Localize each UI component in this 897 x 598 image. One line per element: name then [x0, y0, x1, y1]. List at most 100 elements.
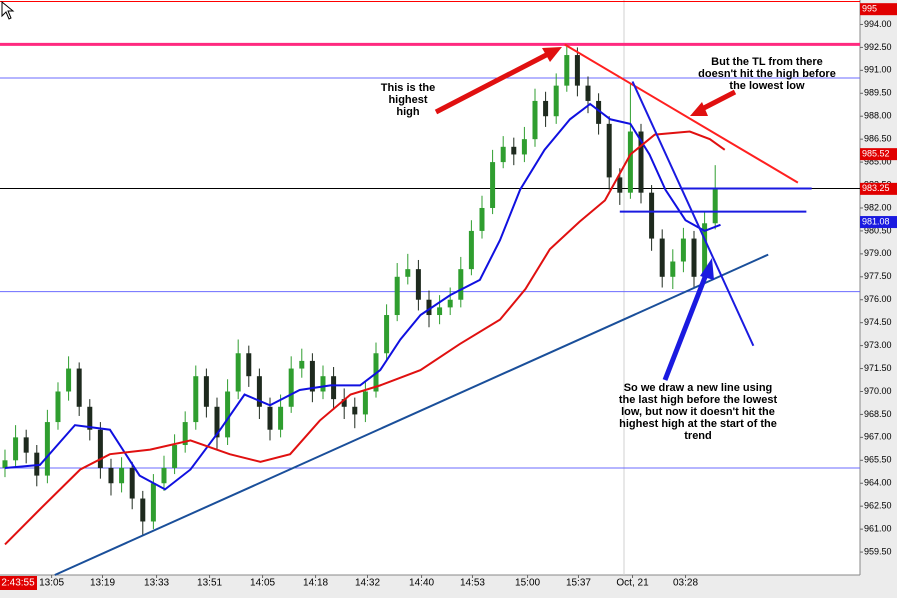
candle-body: [543, 100, 549, 117]
y-tick-label: 977.50: [864, 271, 892, 281]
arrow-head: [690, 102, 708, 116]
y-tick-label: 962.50: [864, 501, 892, 511]
candle-body: [161, 467, 167, 484]
candle-body: [627, 131, 633, 193]
cursor: [1, 0, 15, 20]
candle-body: [691, 238, 697, 277]
trend-line: [564, 43, 799, 184]
y-tick-label: 970.00: [864, 386, 892, 396]
y-tick-label: 967.00: [864, 432, 892, 442]
candle-body: [182, 422, 188, 446]
price-marker-label: 995: [862, 4, 877, 14]
y-tick-label: 985.00: [864, 156, 892, 166]
y-tick-label: 982.00: [864, 202, 892, 212]
price-marker: [860, 148, 897, 161]
candle-body: [76, 368, 82, 407]
candle-body: [702, 223, 708, 277]
candle-body: [288, 368, 294, 407]
candle-body: [235, 353, 241, 392]
candle-body: [394, 276, 400, 316]
price-marker: [860, 182, 897, 195]
annotation: the lowest low: [729, 80, 805, 92]
candle-body: [574, 55, 580, 86]
candle-body: [246, 353, 252, 377]
arrow-head: [700, 258, 714, 280]
y-tick-label: 986.50: [864, 134, 892, 144]
candle-body: [596, 100, 602, 124]
x-tick-label: 13:33: [144, 578, 169, 589]
y-tick-label: 976.00: [864, 294, 892, 304]
candle-body: [2, 460, 8, 468]
candle-body: [352, 406, 358, 415]
y-tick-label: 964.00: [864, 478, 892, 488]
candle-body: [532, 100, 538, 140]
annotation: trend: [684, 430, 712, 442]
candle-body: [203, 376, 209, 407]
annotation: doesn't hit the high before: [698, 68, 836, 80]
candle-body: [108, 467, 114, 484]
trend-line: [631, 81, 755, 347]
candle-body: [564, 55, 570, 86]
plot-area: [0, 0, 860, 575]
arrow-shaft: [662, 271, 710, 381]
y-tick-label: 979.00: [864, 248, 892, 258]
y-tick-label: 971.50: [864, 363, 892, 373]
candle-body: [617, 177, 623, 193]
arrow-shaft: [434, 49, 554, 115]
candle-body: [447, 299, 453, 308]
x-axis-strip: [0, 575, 897, 598]
candle-body: [267, 406, 273, 430]
x-tick-label: 13:05: [39, 578, 64, 589]
candle-body: [13, 437, 19, 461]
x-tick-label: 14:18: [303, 578, 328, 589]
candle-body: [309, 360, 315, 392]
candle-body: [299, 360, 305, 369]
annotation: low, but now it doesn't hit the: [621, 406, 775, 418]
candle-body: [384, 315, 390, 354]
candle-body: [150, 483, 156, 522]
candle-body: [172, 445, 178, 468]
candle-body: [680, 238, 686, 262]
x-tick-label: Oct, 21: [616, 578, 649, 589]
time-label: 2:43:55: [1, 578, 35, 589]
candle-body: [468, 230, 474, 270]
candle-body: [638, 131, 644, 193]
y-tick-label: 959.50: [864, 546, 892, 556]
candle-body: [553, 85, 559, 117]
x-tick-label: 13:51: [197, 578, 222, 589]
time-box: [0, 576, 37, 590]
candle-body: [415, 269, 421, 300]
candle-body: [256, 376, 262, 407]
candle-body: [458, 269, 464, 300]
moving-average: [4, 102, 721, 491]
candle-body: [585, 85, 591, 101]
candle-body: [225, 391, 231, 438]
price-marker-label: 983.25: [862, 183, 890, 193]
candle-body: [405, 269, 411, 277]
candle-body: [34, 452, 40, 476]
annotation: high: [396, 106, 419, 118]
x-tick-label: 14:53: [460, 578, 485, 589]
x-tick-label: 14:32: [355, 578, 380, 589]
candle-body: [490, 162, 496, 208]
y-tick-label: 989.50: [864, 88, 892, 98]
candle-body: [479, 207, 485, 231]
price-marker-label: 985.52: [862, 149, 890, 159]
candle-body: [649, 192, 655, 239]
price-marker: [860, 216, 897, 229]
candle-body: [44, 422, 50, 476]
candle-body: [278, 406, 284, 430]
candle-body: [606, 123, 612, 178]
annotation: But the TL from there: [711, 56, 823, 68]
y-tick-label: 965.50: [864, 455, 892, 465]
candle-body: [500, 146, 506, 163]
y-tick-label: 991.00: [864, 65, 892, 75]
y-tick-label: 961.00: [864, 523, 892, 533]
x-tick-label: 15:00: [515, 578, 540, 589]
candle-body: [214, 406, 220, 438]
candle-body: [55, 391, 61, 423]
candle-body: [521, 139, 527, 155]
annotation: This is the: [381, 82, 435, 94]
x-tick-label: 15:37: [566, 578, 591, 589]
